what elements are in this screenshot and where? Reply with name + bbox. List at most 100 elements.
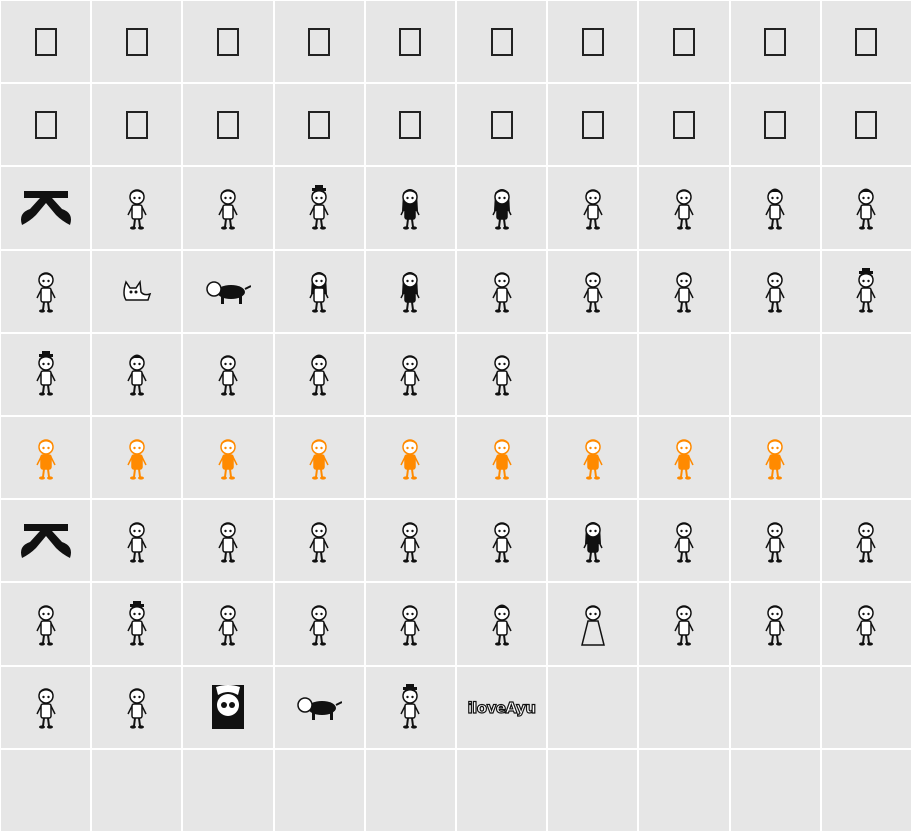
glyph-cell[interactable]	[274, 749, 364, 831]
glyph-cell[interactable]	[639, 250, 729, 332]
glyph-cell[interactable]	[730, 500, 820, 582]
glyph-cell[interactable]	[456, 1, 547, 83]
glyph-cell[interactable]	[274, 666, 364, 748]
glyph-cell[interactable]	[730, 250, 820, 332]
glyph-cell[interactable]	[639, 1, 729, 83]
glyph-cell[interactable]	[365, 666, 455, 748]
glyph-cell[interactable]	[274, 167, 364, 249]
glyph-cell[interactable]	[183, 167, 273, 249]
glyph-cell[interactable]	[183, 84, 273, 166]
glyph-cell[interactable]	[730, 167, 820, 249]
glyph-cell[interactable]	[639, 416, 729, 499]
glyph-cell[interactable]	[456, 749, 547, 831]
glyph-cell[interactable]	[92, 1, 182, 83]
glyph-cell[interactable]	[92, 84, 182, 166]
glyph-cell[interactable]	[1, 500, 91, 582]
glyph-cell[interactable]	[548, 1, 638, 83]
glyph-cell[interactable]	[730, 666, 820, 748]
glyph-cell[interactable]	[1, 84, 91, 166]
glyph-cell[interactable]	[639, 583, 729, 665]
glyph-cell[interactable]	[548, 500, 638, 582]
glyph-cell[interactable]	[365, 333, 455, 415]
glyph-cell[interactable]	[274, 583, 364, 665]
glyph-cell[interactable]	[1, 167, 91, 249]
glyph-cell[interactable]	[456, 84, 547, 166]
glyph-cell[interactable]	[183, 250, 273, 332]
glyph-cell[interactable]	[365, 250, 455, 332]
glyph-cell[interactable]	[730, 1, 820, 83]
glyph-cell[interactable]	[821, 84, 911, 166]
glyph-cell[interactable]	[456, 583, 547, 665]
glyph-cell[interactable]	[183, 583, 273, 665]
glyph-cell[interactable]	[1, 250, 91, 332]
glyph-cell[interactable]	[456, 167, 547, 249]
glyph-cell[interactable]	[92, 416, 182, 499]
glyph-cell[interactable]	[274, 416, 364, 499]
glyph-cell[interactable]	[548, 666, 638, 748]
glyph-cell[interactable]	[274, 84, 364, 166]
glyph-cell[interactable]	[730, 333, 820, 415]
glyph-cell[interactable]	[274, 333, 364, 415]
glyph-cell[interactable]	[821, 333, 911, 415]
glyph-cell[interactable]	[548, 416, 638, 499]
glyph-cell[interactable]	[821, 749, 911, 831]
glyph-cell[interactable]	[274, 500, 364, 582]
glyph-cell[interactable]	[639, 749, 729, 831]
glyph-cell[interactable]	[730, 749, 820, 831]
glyph-cell[interactable]	[548, 167, 638, 249]
glyph-cell[interactable]	[730, 84, 820, 166]
glyph-cell[interactable]	[183, 500, 273, 582]
glyph-cell[interactable]	[639, 666, 729, 748]
glyph-cell[interactable]	[821, 416, 911, 499]
glyph-cell[interactable]	[548, 583, 638, 665]
glyph-cell[interactable]	[183, 416, 273, 499]
glyph-cell[interactable]	[1, 666, 91, 748]
glyph-cell[interactable]	[365, 416, 455, 499]
glyph-cell[interactable]	[639, 500, 729, 582]
glyph-cell[interactable]	[548, 84, 638, 166]
glyph-cell[interactable]	[821, 666, 911, 748]
glyph-cell[interactable]	[548, 749, 638, 831]
glyph-cell[interactable]	[1, 416, 91, 499]
glyph-cell[interactable]	[548, 333, 638, 415]
glyph-cell[interactable]	[456, 500, 547, 582]
glyph-cell[interactable]	[183, 749, 273, 831]
glyph-cell[interactable]	[821, 583, 911, 665]
glyph-cell[interactable]	[183, 333, 273, 415]
glyph-cell[interactable]	[639, 167, 729, 249]
glyph-cell[interactable]	[365, 167, 455, 249]
glyph-cell[interactable]	[730, 583, 820, 665]
glyph-cell[interactable]	[730, 416, 820, 499]
glyph-cell[interactable]	[821, 500, 911, 582]
glyph-cell[interactable]	[92, 167, 182, 249]
glyph-cell[interactable]	[274, 250, 364, 332]
glyph-cell[interactable]	[92, 749, 182, 831]
glyph-cell[interactable]	[821, 167, 911, 249]
glyph-cell[interactable]	[365, 500, 455, 582]
glyph-cell[interactable]	[456, 250, 547, 332]
glyph-cell[interactable]	[456, 416, 547, 499]
glyph-cell[interactable]	[183, 1, 273, 83]
glyph-cell[interactable]	[1, 749, 91, 831]
glyph-cell[interactable]: iloveAyu	[456, 666, 547, 748]
glyph-cell[interactable]	[365, 84, 455, 166]
glyph-cell[interactable]	[456, 333, 547, 415]
glyph-cell[interactable]	[1, 583, 91, 665]
glyph-cell[interactable]	[92, 666, 182, 748]
glyph-cell[interactable]	[274, 1, 364, 83]
glyph-cell[interactable]	[639, 84, 729, 166]
glyph-cell[interactable]	[1, 1, 91, 83]
glyph-cell[interactable]	[548, 250, 638, 332]
glyph-cell[interactable]	[92, 583, 182, 665]
glyph-cell[interactable]	[183, 666, 273, 748]
glyph-cell[interactable]	[821, 250, 911, 332]
glyph-cell[interactable]	[365, 1, 455, 83]
glyph-cell[interactable]	[92, 500, 182, 582]
glyph-cell[interactable]	[365, 749, 455, 831]
glyph-cell[interactable]	[821, 1, 911, 83]
glyph-cell[interactable]	[1, 333, 91, 415]
glyph-cell[interactable]	[92, 333, 182, 415]
glyph-cell[interactable]	[365, 583, 455, 665]
glyph-cell[interactable]	[92, 250, 182, 332]
glyph-cell[interactable]	[639, 333, 729, 415]
